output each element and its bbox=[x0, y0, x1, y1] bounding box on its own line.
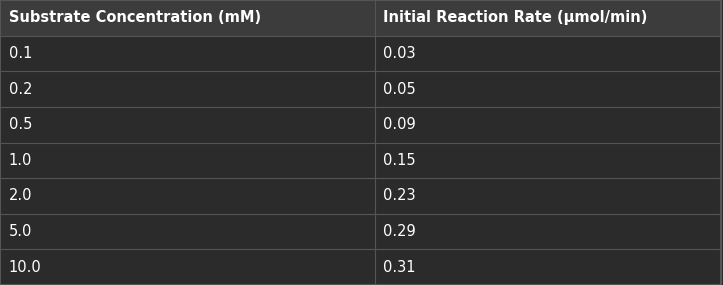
Text: Initial Reaction Rate (μmol/min): Initial Reaction Rate (μmol/min) bbox=[383, 10, 648, 25]
FancyBboxPatch shape bbox=[0, 142, 721, 178]
FancyBboxPatch shape bbox=[0, 178, 721, 214]
Text: 0.29: 0.29 bbox=[383, 224, 416, 239]
Text: 0.23: 0.23 bbox=[383, 188, 416, 203]
Text: 0.05: 0.05 bbox=[383, 82, 416, 97]
Text: 0.03: 0.03 bbox=[383, 46, 416, 61]
Text: 0.31: 0.31 bbox=[383, 260, 416, 275]
FancyBboxPatch shape bbox=[0, 0, 721, 36]
FancyBboxPatch shape bbox=[0, 36, 721, 71]
Text: 10.0: 10.0 bbox=[9, 260, 41, 275]
Text: 5.0: 5.0 bbox=[9, 224, 32, 239]
Text: 0.09: 0.09 bbox=[383, 117, 416, 132]
FancyBboxPatch shape bbox=[0, 71, 721, 107]
Text: 1.0: 1.0 bbox=[9, 153, 32, 168]
Text: 0.5: 0.5 bbox=[9, 117, 32, 132]
Text: 0.2: 0.2 bbox=[9, 82, 32, 97]
FancyBboxPatch shape bbox=[0, 214, 721, 249]
Text: 0.15: 0.15 bbox=[383, 153, 416, 168]
FancyBboxPatch shape bbox=[0, 107, 721, 142]
Text: 2.0: 2.0 bbox=[9, 188, 32, 203]
FancyBboxPatch shape bbox=[0, 249, 721, 285]
Text: 0.1: 0.1 bbox=[9, 46, 32, 61]
Text: Substrate Concentration (mM): Substrate Concentration (mM) bbox=[9, 10, 261, 25]
